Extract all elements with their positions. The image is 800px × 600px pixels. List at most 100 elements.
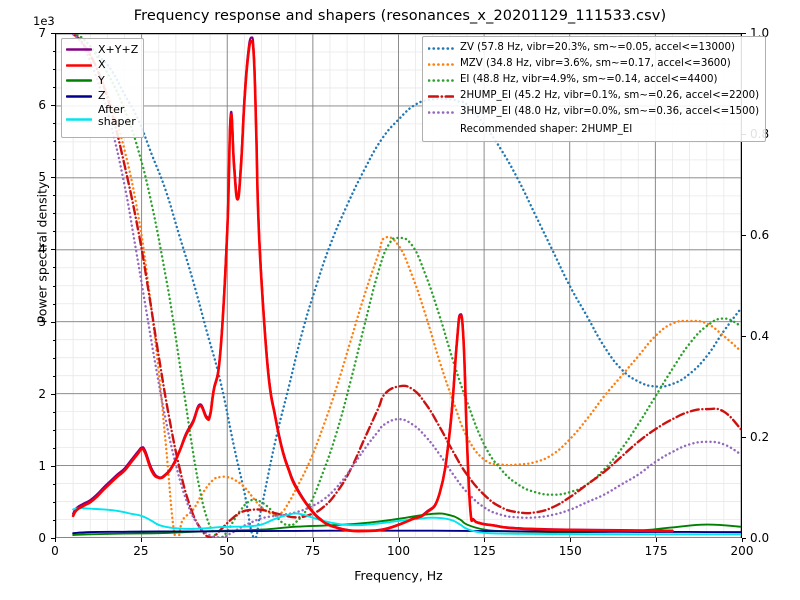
- legend-item-x[interactable]: X: [66, 58, 138, 74]
- legend-item-label: Y: [98, 73, 105, 87]
- x-tick-mark: [226, 538, 228, 542]
- y-tick-mark: [51, 465, 55, 467]
- y-tick-mark: [51, 538, 55, 539]
- y-tick-label: 3: [38, 314, 46, 329]
- x-tick-mark: [140, 538, 142, 542]
- legend-item-mzv[interactable]: MZV (34.8 Hz, vibr=3.6%, sm~=0.17, accel…: [428, 56, 759, 72]
- legend-line-sample: [66, 95, 92, 98]
- legend-item-y[interactable]: Y: [66, 73, 138, 89]
- y-minor-tick: [52, 159, 55, 161]
- x-tick-label: 125: [472, 544, 496, 558]
- legend-item-2hump_ei[interactable]: 2HUMP_EI (45.2 Hz, vibr=0.1%, sm~=0.26, …: [428, 89, 759, 105]
- line-sample-icon: [66, 44, 92, 55]
- x-tick-mark: [742, 538, 743, 542]
- shaper-curve-zv: [71, 34, 741, 538]
- recommended-shaper-note: Recommended shaper: 2HUMP_EI: [460, 123, 633, 135]
- y-minor-tick: [52, 69, 55, 71]
- y-minor-tick: [52, 447, 55, 449]
- legend-item-x-y-z[interactable]: X+Y+Z: [66, 42, 138, 58]
- y-tick-mark: [51, 105, 55, 107]
- y-minor-tick: [52, 501, 55, 503]
- legend-line-sample: [428, 46, 454, 50]
- y2-tick-mark: [742, 336, 746, 337]
- legend-item-label: MZV (34.8 Hz, vibr=3.6%, sm~=0.17, accel…: [460, 57, 731, 69]
- y-minor-tick: [52, 375, 55, 377]
- line-sample-icon: [428, 43, 454, 54]
- shaper-curve-3hump_ei: [71, 34, 741, 538]
- line-sample-icon: [66, 114, 92, 125]
- y-tick-mark: [51, 249, 55, 251]
- line-sample-icon: [428, 75, 454, 86]
- line-sample-icon: [428, 59, 454, 70]
- legend-item-ei[interactable]: EI (48.8 Hz, vibr=4.9%, sm~=0.14, accel<…: [428, 72, 759, 88]
- shaper-legend[interactable]: ZV (57.8 Hz, vibr=20.3%, sm~=0.05, accel…: [422, 36, 767, 143]
- y-tick-mark: [51, 393, 55, 395]
- psd-curve-x: [71, 39, 674, 533]
- y2-tick-label: 0.6: [750, 228, 770, 242]
- y-minor-tick: [52, 339, 55, 341]
- y2-tick-mark: [742, 33, 746, 34]
- x-tick-mark: [398, 538, 400, 542]
- legend-item-z[interactable]: Z: [66, 89, 138, 105]
- x-tick-label: 150: [558, 544, 582, 558]
- y-minor-tick: [52, 141, 55, 143]
- legend-line-sample: [66, 79, 92, 82]
- legend-line-sample: [428, 62, 454, 66]
- line-sample-icon: [66, 91, 92, 102]
- y2-tick-label: 0.0: [750, 531, 770, 545]
- y-tick-label: 7: [38, 26, 46, 40]
- x-tick-mark: [484, 538, 486, 542]
- y-tick-label: 5: [38, 170, 46, 185]
- y-minor-tick: [52, 285, 55, 287]
- x-tick-label: 200: [730, 544, 754, 558]
- legend-line-sample: [428, 111, 454, 115]
- x-tick-label: 75: [304, 544, 321, 558]
- y-tick-label: 4: [38, 242, 46, 257]
- psd-curve-after-shaper: [72, 507, 741, 536]
- x-tick-label: 25: [133, 544, 149, 558]
- y-tick-mark: [51, 321, 55, 323]
- y2-tick-mark: [742, 437, 746, 438]
- y-minor-tick: [52, 123, 55, 125]
- line-sample-icon: [66, 60, 92, 71]
- legend-line-sample: [428, 95, 454, 98]
- data-curves: [71, 34, 741, 538]
- legend-item-label: 3HUMP_EI (48.0 Hz, vibr=0.0%, sm~=0.36, …: [460, 106, 760, 118]
- psd-legend[interactable]: X+Y+Z X Y Z After shaper: [61, 38, 145, 138]
- line-sample-icon: [428, 91, 454, 102]
- y-tick-label: 2: [38, 386, 46, 401]
- y-minor-tick: [52, 87, 55, 89]
- shaper-curve-mzv: [71, 34, 741, 538]
- y-tick-mark: [51, 177, 55, 179]
- x-tick-mark: [55, 538, 56, 542]
- y-minor-tick: [52, 519, 55, 521]
- y2-tick-mark: [742, 538, 746, 539]
- legend-item-label: 2HUMP_EI (45.2 Hz, vibr=0.1%, sm~=0.26, …: [460, 90, 760, 102]
- x-tick-label: 100: [387, 544, 410, 558]
- line-sample-icon: [428, 107, 454, 118]
- y-minor-tick: [52, 267, 55, 269]
- x-tick-label: 175: [644, 544, 668, 558]
- legend-item-3hump_ei[interactable]: 3HUMP_EI (48.0 Hz, vibr=0.0%, sm~=0.36, …: [428, 105, 759, 121]
- y-minor-tick: [52, 303, 55, 305]
- legend-line-sample: [66, 118, 92, 121]
- y-minor-tick: [52, 213, 55, 215]
- legend-item-label: ZV (57.8 Hz, vibr=20.3%, sm~=0.05, accel…: [460, 41, 735, 53]
- legend-line-sample: [66, 64, 92, 67]
- x-tick-label: 50: [219, 544, 235, 558]
- legend-item-label: X+Y+Z: [98, 42, 139, 56]
- y-axis-label: Power spectral density: [34, 181, 50, 324]
- y2-tick-label: 0.4: [750, 329, 770, 343]
- legend-item-zv[interactable]: ZV (57.8 Hz, vibr=20.3%, sm~=0.05, accel…: [428, 40, 759, 56]
- y-minor-tick: [52, 411, 55, 413]
- shaper-curve-2hump_ei: [71, 34, 741, 538]
- legend-line-sample: [66, 48, 92, 51]
- y-tick-label: 1: [38, 458, 46, 473]
- y-tick-label: 6: [38, 98, 46, 113]
- y-minor-tick: [52, 429, 55, 431]
- legend-item-after-shaper[interactable]: After shaper: [66, 103, 138, 134]
- legend-item-label: Z: [98, 89, 106, 103]
- y-minor-tick: [52, 195, 55, 197]
- chart-title: Frequency response and shapers (resonanc…: [133, 8, 667, 24]
